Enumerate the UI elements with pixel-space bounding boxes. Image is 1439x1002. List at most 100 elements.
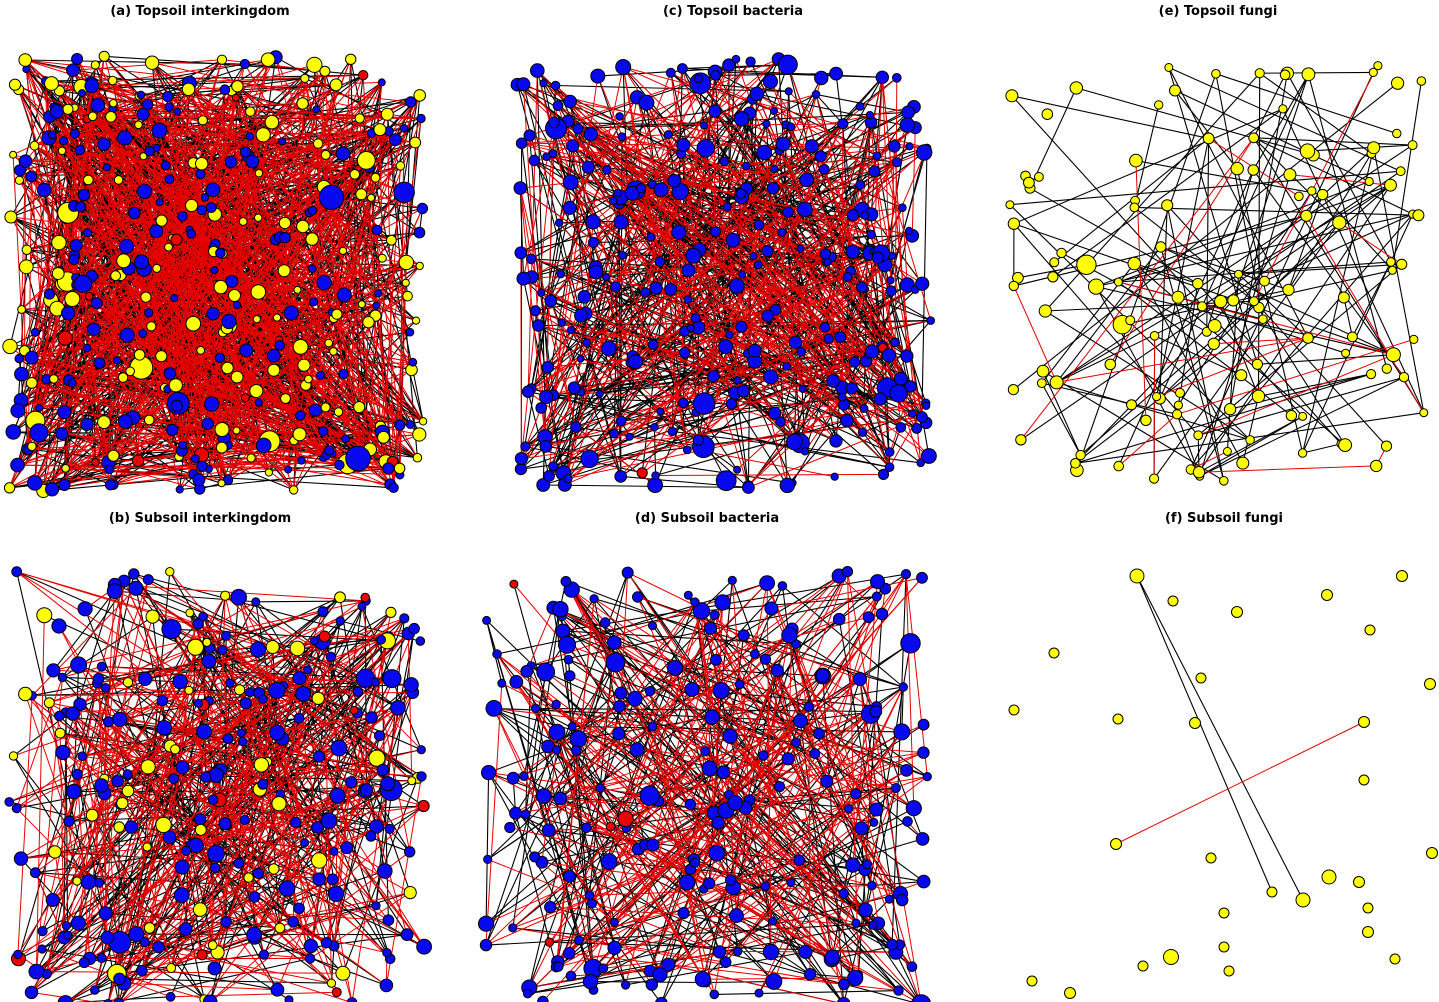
network-edge-red bbox=[112, 80, 231, 326]
network-node-blue bbox=[49, 104, 64, 119]
network-edge-black bbox=[562, 630, 797, 645]
network-edge-red bbox=[700, 610, 854, 866]
network-node-blue bbox=[838, 888, 849, 899]
network-node-yellow bbox=[355, 188, 368, 201]
network-edge-black bbox=[884, 264, 912, 387]
network-edge-red bbox=[279, 693, 304, 795]
network-edge-red bbox=[236, 415, 301, 431]
network-node-blue bbox=[709, 989, 720, 1000]
network-edge-black bbox=[485, 716, 713, 925]
network-node-yellow bbox=[125, 366, 135, 377]
network-node-blue bbox=[90, 985, 100, 995]
network-node-red bbox=[91, 458, 100, 467]
network-edge-red bbox=[292, 789, 367, 923]
network-node-yellow bbox=[232, 426, 241, 435]
network-edge-red bbox=[75, 277, 126, 422]
network-node-blue bbox=[836, 997, 851, 1002]
network-node-red bbox=[360, 592, 371, 603]
network-node-yellow bbox=[51, 234, 67, 251]
network-node-blue bbox=[671, 224, 687, 240]
network-node-blue bbox=[667, 426, 677, 437]
network-edge-black bbox=[543, 484, 749, 489]
network-edge-red bbox=[521, 142, 928, 149]
network-node-blue bbox=[82, 343, 92, 353]
network-node-blue bbox=[729, 908, 744, 924]
network-node-blue bbox=[768, 916, 778, 926]
network-node-blue bbox=[168, 773, 180, 784]
network-node-blue bbox=[775, 416, 786, 428]
network-edge-red bbox=[20, 805, 424, 860]
network-node-blue bbox=[916, 458, 926, 468]
network-node-blue bbox=[551, 699, 561, 710]
network-edge-red bbox=[581, 391, 865, 409]
network-node-yellow bbox=[192, 902, 208, 917]
network-edge-red bbox=[31, 382, 394, 489]
network-edge-black bbox=[31, 745, 171, 993]
network-edge-red bbox=[697, 123, 844, 441]
network-node-blue bbox=[738, 270, 747, 279]
network-node-blue bbox=[399, 124, 409, 133]
network-node-yellow bbox=[187, 638, 204, 656]
network-node-blue bbox=[868, 165, 881, 178]
network-node-blue bbox=[703, 877, 716, 890]
network-node-blue bbox=[765, 973, 783, 990]
network-edge-red bbox=[86, 118, 400, 469]
network-node-blue bbox=[577, 290, 592, 304]
network-node-blue bbox=[198, 611, 209, 622]
network-edge-black bbox=[255, 600, 367, 603]
network-node-blue bbox=[600, 853, 618, 871]
network-node-blue bbox=[770, 164, 779, 174]
network-node-blue bbox=[759, 575, 776, 592]
network-node-blue bbox=[727, 575, 737, 585]
network-edge-red bbox=[841, 123, 844, 388]
network-edge-black bbox=[1190, 72, 1374, 470]
network-node-blue bbox=[725, 330, 734, 340]
network-node-blue bbox=[884, 894, 894, 904]
network-node-blue bbox=[921, 448, 937, 464]
network-node-blue bbox=[638, 94, 655, 111]
network-node-blue bbox=[786, 878, 796, 888]
network-node-blue bbox=[300, 838, 310, 848]
network-node-blue bbox=[607, 940, 622, 955]
network-node-blue bbox=[236, 728, 246, 738]
network-edge-red bbox=[86, 347, 225, 439]
network-node-yellow bbox=[412, 427, 427, 442]
network-node-blue bbox=[11, 566, 23, 578]
network-node-blue bbox=[111, 774, 124, 788]
network-edge-red bbox=[517, 84, 780, 151]
network-node-yellow bbox=[331, 308, 343, 320]
network-node-blue bbox=[584, 890, 595, 901]
network-node-blue bbox=[742, 481, 755, 494]
network-node-yellow bbox=[264, 468, 273, 477]
network-node-blue bbox=[870, 574, 885, 590]
network-node-blue bbox=[782, 362, 792, 371]
network-node-blue bbox=[70, 915, 86, 931]
network-node-blue bbox=[405, 96, 417, 108]
network-node-blue bbox=[627, 690, 643, 707]
network-edge-red bbox=[257, 59, 352, 293]
network-edge-red bbox=[770, 686, 904, 953]
network-node-blue bbox=[479, 938, 493, 952]
network-node-yellow bbox=[166, 963, 177, 973]
network-edge-red bbox=[336, 130, 390, 315]
network-node-blue bbox=[384, 823, 395, 834]
network-node-blue bbox=[206, 307, 220, 321]
network-edge-red bbox=[754, 290, 892, 352]
network-edge-red bbox=[383, 165, 401, 438]
network-edge-black bbox=[547, 746, 654, 846]
network-node-blue bbox=[225, 274, 239, 288]
network-node-blue bbox=[647, 721, 658, 732]
network-node-blue bbox=[563, 654, 574, 665]
network-node-blue bbox=[382, 462, 395, 475]
network-edge-red bbox=[578, 939, 845, 985]
network-node-blue bbox=[558, 635, 576, 654]
network-node-blue bbox=[639, 287, 651, 298]
network-edge-red bbox=[83, 580, 125, 963]
network-edge-red bbox=[91, 276, 131, 372]
network-node-blue bbox=[317, 606, 329, 618]
network-edge-red bbox=[203, 731, 377, 907]
network-node-blue bbox=[27, 475, 43, 491]
network-node-yellow bbox=[272, 313, 282, 322]
network-edge-black bbox=[170, 620, 341, 998]
network-edge-red bbox=[35, 677, 300, 874]
